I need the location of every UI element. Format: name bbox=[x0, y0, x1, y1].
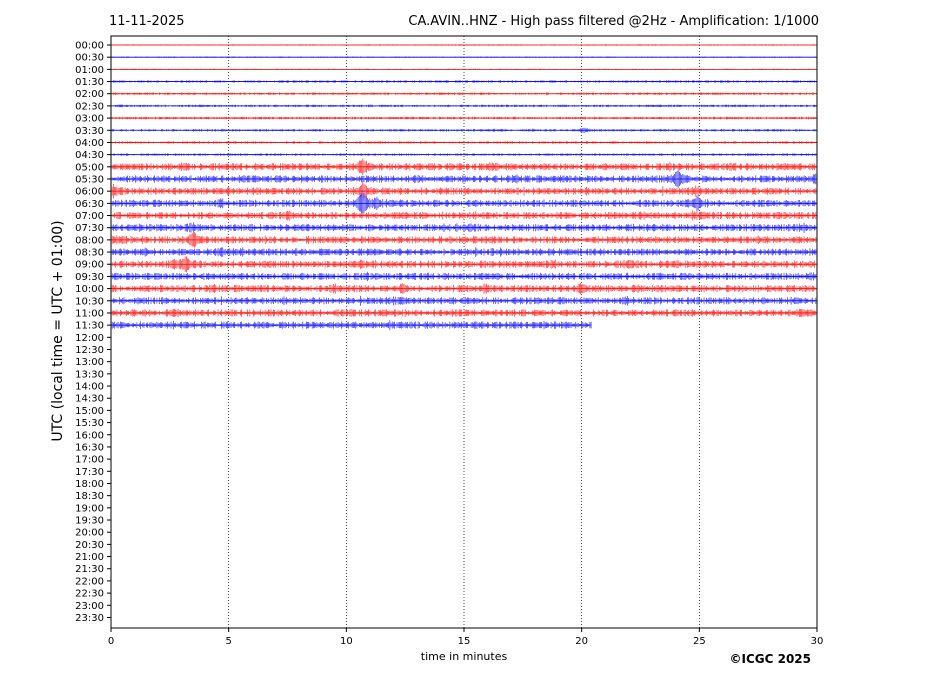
y-tick-label: 02:00 bbox=[75, 89, 104, 100]
x-axis-ticks: 0 5 10 15 20 25 30 bbox=[108, 628, 824, 647]
x-tick-label: 20 bbox=[575, 636, 588, 647]
y-tick-label: 21:30 bbox=[75, 564, 104, 575]
y-tick-label: 10:00 bbox=[75, 284, 104, 295]
plot-frame bbox=[110, 35, 818, 629]
y-tick-label: 13:00 bbox=[75, 357, 104, 368]
y-tick-label: 03:00 bbox=[75, 114, 104, 125]
y-tick-label: 02:30 bbox=[75, 101, 104, 112]
copyright-label: ©ICGC 2025 bbox=[729, 652, 811, 666]
y-tick-label: 19:00 bbox=[75, 503, 104, 514]
y-tick-label: 08:00 bbox=[75, 235, 104, 246]
y-tick-label: 05:30 bbox=[75, 174, 104, 185]
y-tick-label: 01:30 bbox=[75, 77, 104, 88]
y-tick-label: 06:30 bbox=[75, 199, 104, 210]
y-tick-label: 11:30 bbox=[75, 321, 104, 332]
y-tick-label: 01:00 bbox=[75, 65, 104, 76]
y-tick-label: 18:30 bbox=[75, 491, 104, 502]
y-tick-label: 17:30 bbox=[75, 467, 104, 478]
y-tick-label: 03:30 bbox=[75, 126, 104, 137]
x-tick-label: 15 bbox=[458, 636, 471, 647]
y-tick-label: 09:00 bbox=[75, 260, 104, 271]
y-tick-label: 14:30 bbox=[75, 394, 104, 405]
y-tick-label: 04:30 bbox=[75, 150, 104, 161]
y-tick-label: 11:00 bbox=[75, 308, 104, 319]
chart-date: 11-11-2025 bbox=[109, 14, 185, 29]
y-tick-label: 05:00 bbox=[75, 162, 104, 173]
y-tick-label: 23:30 bbox=[75, 613, 104, 624]
x-tick-label: 5 bbox=[225, 636, 231, 647]
x-tick-label: 10 bbox=[340, 636, 353, 647]
y-tick-label: 09:30 bbox=[75, 272, 104, 283]
x-tick-label: 25 bbox=[693, 636, 706, 647]
y-tick-label: 08:30 bbox=[75, 248, 104, 259]
y-tick-label: 16:30 bbox=[75, 442, 104, 453]
x-tick-label: 0 bbox=[108, 636, 114, 647]
y-tick-label: 15:00 bbox=[75, 406, 104, 417]
chart-title: CA.AVIN..HNZ - High pass filtered @2Hz -… bbox=[408, 14, 819, 29]
y-tick-label: 15:30 bbox=[75, 418, 104, 429]
y-tick-label: 20:30 bbox=[75, 540, 104, 551]
y-tick-label: 21:00 bbox=[75, 552, 104, 563]
y-tick-label: 00:00 bbox=[75, 41, 104, 52]
y-tick-label: 00:30 bbox=[75, 53, 104, 64]
x-tick-label: 30 bbox=[811, 636, 824, 647]
y-tick-label: 22:00 bbox=[75, 576, 104, 587]
y-tick-label: 13:30 bbox=[75, 369, 104, 380]
y-tick-label: 06:00 bbox=[75, 187, 104, 198]
y-tick-label: 04:00 bbox=[75, 138, 104, 149]
y-axis-label: UTC (local time = UTC + 01:00) bbox=[50, 220, 66, 441]
y-tick-label: 20:00 bbox=[75, 528, 104, 539]
y-tick-label: 07:00 bbox=[75, 211, 104, 222]
x-axis-label: time in minutes bbox=[421, 650, 508, 663]
y-tick-label: 12:30 bbox=[75, 345, 104, 356]
y-tick-label: 22:30 bbox=[75, 589, 104, 600]
y-tick-label: 16:00 bbox=[75, 430, 104, 441]
vertical-gridlines bbox=[228, 36, 700, 628]
y-tick-label: 17:00 bbox=[75, 455, 104, 466]
y-tick-label: 18:00 bbox=[75, 479, 104, 490]
y-tick-label: 19:30 bbox=[75, 516, 104, 527]
y-tick-label: 23:00 bbox=[75, 601, 104, 612]
y-tick-label: 12:00 bbox=[75, 333, 104, 344]
y-tick-label: 07:30 bbox=[75, 223, 104, 234]
y-tick-label: 14:00 bbox=[75, 382, 104, 393]
y-tick-label: 10:30 bbox=[75, 296, 104, 307]
